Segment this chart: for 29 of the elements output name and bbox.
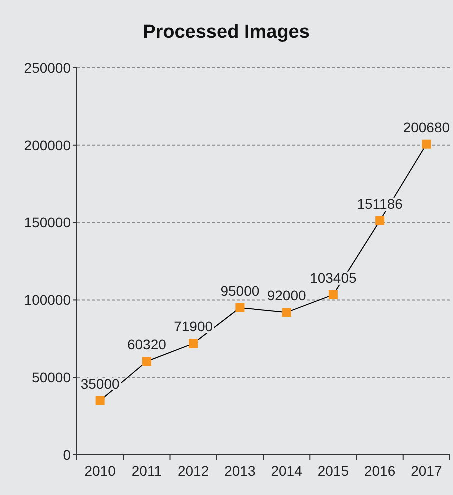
x-tick-label: 2017 xyxy=(411,463,442,479)
point xyxy=(96,396,105,406)
x-tick-label: 2014 xyxy=(271,463,303,479)
x-tick-label: 2011 xyxy=(132,463,162,479)
x-tick-label: 2015 xyxy=(318,463,350,479)
data-label: 200680 xyxy=(403,119,450,136)
y-tick-label: 100000 xyxy=(24,292,72,308)
y-tick-label: 0 xyxy=(63,446,72,463)
point xyxy=(422,140,432,149)
point xyxy=(376,216,385,226)
y-tick-label: 150000 xyxy=(24,214,72,231)
x-tick-label: 2013 xyxy=(224,463,256,479)
point xyxy=(236,303,245,312)
x-tick-label: 2012 xyxy=(178,463,210,479)
data-label: 35000 xyxy=(80,376,120,392)
point xyxy=(142,357,152,366)
y-tick-label: 250000 xyxy=(24,60,72,76)
y-tick-label: 200000 xyxy=(24,137,72,154)
y-tick-label: 50000 xyxy=(32,370,72,386)
point xyxy=(282,308,292,318)
data-label: 92000 xyxy=(267,288,306,304)
point xyxy=(328,290,338,300)
x-tick-label: 2016 xyxy=(364,463,396,479)
x-tick-label: 2010 xyxy=(84,463,116,479)
data-label: 95000 xyxy=(220,282,260,299)
data-label: 60320 xyxy=(127,336,167,353)
data-label: 71900 xyxy=(174,318,214,335)
point xyxy=(189,339,198,348)
chart-title: Processed Images xyxy=(143,22,310,43)
